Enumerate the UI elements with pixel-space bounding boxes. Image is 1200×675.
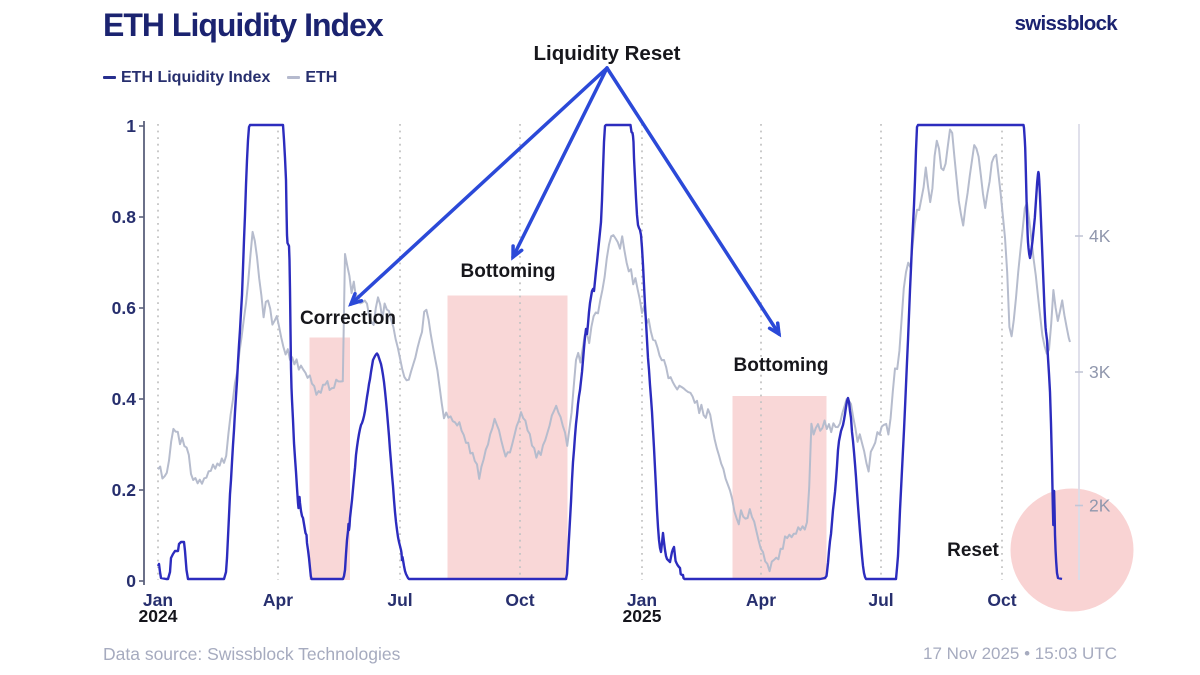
svg-text:Apr: Apr xyxy=(746,590,776,610)
svg-text:4K: 4K xyxy=(1089,226,1111,246)
svg-text:Apr: Apr xyxy=(263,590,293,610)
svg-text:0.8: 0.8 xyxy=(112,207,137,227)
svg-text:Reset: Reset xyxy=(947,540,999,561)
svg-text:0.4: 0.4 xyxy=(112,389,137,409)
svg-text:Oct: Oct xyxy=(505,590,534,610)
svg-text:Bottoming: Bottoming xyxy=(461,261,556,282)
svg-text:Jan: Jan xyxy=(143,590,173,610)
svg-text:Jul: Jul xyxy=(387,590,412,610)
svg-text:1: 1 xyxy=(126,116,136,136)
svg-text:Jul: Jul xyxy=(868,590,893,610)
svg-text:Liquidity Reset: Liquidity Reset xyxy=(534,42,681,65)
svg-text:2024: 2024 xyxy=(139,606,178,626)
svg-text:0.2: 0.2 xyxy=(112,480,137,500)
svg-text:0.6: 0.6 xyxy=(112,298,137,318)
svg-text:2K: 2K xyxy=(1089,496,1111,516)
svg-text:3K: 3K xyxy=(1089,362,1111,382)
svg-text:0: 0 xyxy=(126,571,136,591)
svg-text:Jan: Jan xyxy=(627,590,657,610)
svg-text:Oct: Oct xyxy=(987,590,1016,610)
svg-text:Correction: Correction xyxy=(300,308,396,329)
svg-text:2025: 2025 xyxy=(623,606,662,626)
svg-text:Bottoming: Bottoming xyxy=(734,355,829,376)
